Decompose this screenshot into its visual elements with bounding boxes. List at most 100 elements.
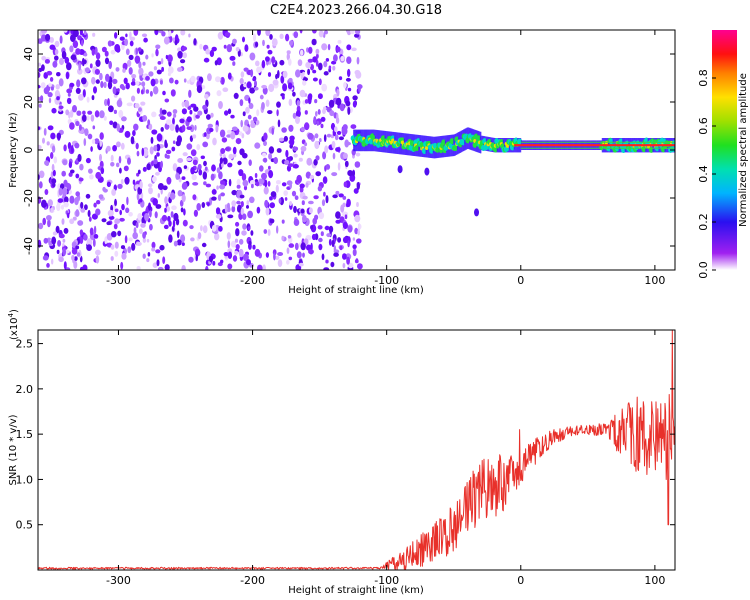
noise-dot [127, 157, 131, 165]
noise-dot [342, 236, 349, 244]
noise-dot [78, 94, 84, 101]
noise-dot [353, 188, 359, 194]
noise-dot [53, 156, 58, 164]
noise-dot [174, 39, 178, 46]
noise-dot [132, 179, 136, 185]
noise-dot [262, 264, 266, 270]
noise-dot [347, 106, 351, 115]
noise-dot [135, 142, 139, 150]
noise-dot [216, 167, 221, 174]
noise-dot [46, 263, 50, 268]
noise-dot [181, 101, 185, 108]
noise-dot [307, 68, 311, 76]
noise-dot [254, 173, 258, 178]
noise-dot [77, 35, 82, 40]
noise-dot [352, 95, 358, 101]
noise-dot [230, 131, 236, 140]
noise-dot [321, 83, 328, 92]
noise-dot [346, 56, 352, 64]
noise-dot [123, 165, 129, 172]
noise-dot [152, 176, 157, 183]
noise-dot [146, 258, 150, 263]
noise-dot [125, 48, 130, 56]
noise-dot [328, 225, 334, 233]
noise-dot [234, 250, 239, 255]
noise-dot [268, 83, 275, 93]
noise-dot [356, 202, 359, 207]
noise-dot [190, 75, 196, 83]
noise-dot [63, 201, 69, 208]
noise-dot [355, 30, 361, 35]
noise-dot [354, 161, 361, 168]
y-tick-label: -40 [22, 237, 35, 255]
noise-dot [136, 266, 141, 270]
noise-dot [289, 40, 294, 46]
noise-dot [293, 153, 298, 158]
noise-dot [308, 46, 313, 54]
noise-dot [346, 256, 350, 265]
noise-dot [342, 262, 346, 269]
noise-dot [40, 82, 46, 89]
noise-dot [106, 221, 111, 226]
noise-dot [227, 202, 230, 210]
noise-dot [145, 75, 150, 81]
noise-dot [345, 77, 351, 82]
noise-dot [292, 91, 296, 97]
noise-dot [169, 192, 176, 200]
noise-dot [155, 44, 161, 50]
noise-dot [302, 80, 307, 86]
noise-dot [198, 169, 203, 176]
noise-dot [51, 107, 57, 114]
noise-dot [305, 171, 311, 179]
x-tick-label: 0 [517, 274, 524, 287]
noise-dot [98, 194, 104, 200]
noise-dot [120, 179, 124, 185]
noise-dot [307, 132, 314, 140]
noise-dot [112, 86, 117, 95]
noise-dot [302, 252, 305, 258]
noise-dot [233, 92, 239, 99]
noise-dot [171, 146, 176, 152]
noise-dot [164, 142, 168, 149]
noise-dot [85, 157, 91, 164]
noise-dot [92, 32, 96, 37]
noise-dot [93, 225, 97, 235]
noise-dot [139, 198, 143, 203]
noise-dot [114, 250, 119, 257]
noise-dot [69, 122, 75, 130]
noise-dot [103, 188, 108, 193]
noise-dot [63, 30, 68, 33]
noise-dot [77, 153, 82, 162]
noise-dot [329, 110, 335, 117]
noise-dot [318, 212, 325, 220]
noise-dot [231, 126, 238, 131]
noise-dot [75, 245, 80, 250]
noise-dot [262, 39, 265, 47]
snr-x-axis: -300 -200 -100 0 100 [106, 330, 665, 587]
noise-dot [75, 209, 80, 217]
noise-dot [324, 145, 329, 154]
noise-dot [119, 167, 122, 174]
noise-dot [285, 149, 289, 158]
noise-dot [276, 101, 281, 108]
noise-dot [304, 142, 308, 147]
noise-dot [232, 255, 238, 262]
noise-dot [149, 146, 154, 155]
noise-dot [346, 44, 352, 51]
noise-dot [138, 67, 144, 76]
noise-dot [307, 58, 314, 63]
noise-dot [161, 31, 166, 37]
noise-dot [306, 244, 312, 251]
noise-dot [86, 96, 90, 103]
noise-dot [217, 31, 224, 40]
noise-dot [276, 148, 282, 153]
noise-dot [214, 60, 218, 66]
noise-dot [322, 176, 328, 184]
noise-dot [166, 111, 172, 117]
isolated-blob [474, 208, 480, 217]
noise-dot [335, 211, 341, 219]
y-tick-label: 20 [22, 95, 35, 109]
noise-dot [331, 140, 336, 149]
snr-x-label: Height of straight line (km) [288, 585, 424, 596]
